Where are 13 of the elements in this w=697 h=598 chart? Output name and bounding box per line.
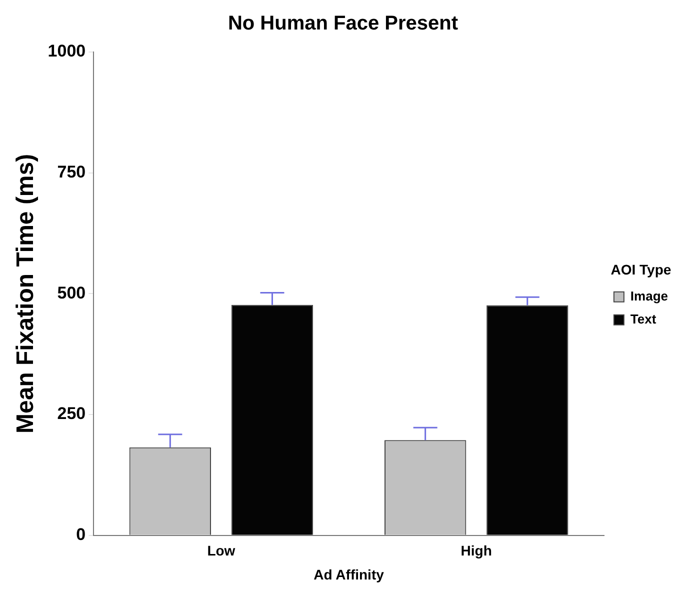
x-tick-label: Low xyxy=(207,542,236,559)
legend-label: Text xyxy=(630,311,657,326)
chart-title: No Human Face Present xyxy=(228,12,458,35)
x-tick-label: High xyxy=(460,542,492,559)
legend-label: Image xyxy=(630,288,668,304)
y-tick-label: 750 xyxy=(57,162,86,182)
legend-title: AOI Type xyxy=(610,261,672,278)
y-axis-title: Mean Fixation Time (ms) xyxy=(12,154,40,434)
y-tick-label: 250 xyxy=(57,404,86,424)
y-tick-label: 500 xyxy=(57,283,86,302)
x-axis-title: Ad Affinity xyxy=(314,566,384,582)
y-tick-label: 0 xyxy=(76,525,86,544)
y-tick-label: 1000 xyxy=(48,42,86,61)
